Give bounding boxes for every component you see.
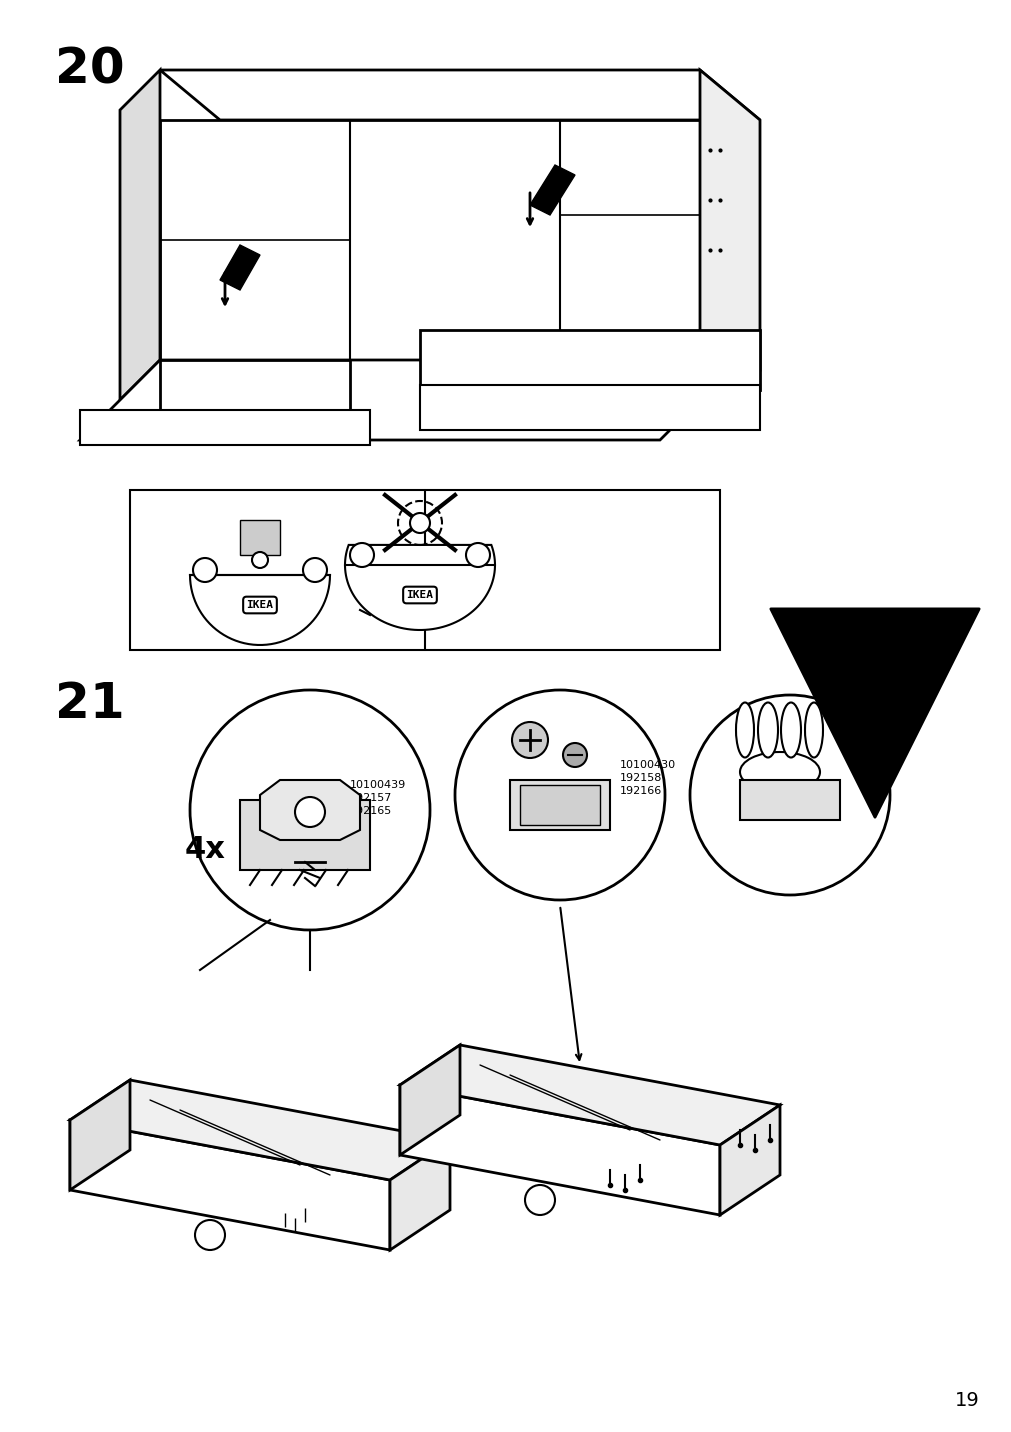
Circle shape bbox=[512, 722, 548, 758]
Polygon shape bbox=[219, 245, 260, 291]
Circle shape bbox=[465, 543, 489, 567]
Text: 10100430
192158
192166: 10100430 192158 192166 bbox=[620, 760, 675, 796]
Polygon shape bbox=[260, 780, 360, 841]
Circle shape bbox=[302, 558, 327, 581]
Bar bbox=[520, 785, 600, 825]
Text: 4x: 4x bbox=[185, 835, 225, 863]
Polygon shape bbox=[160, 70, 759, 120]
Polygon shape bbox=[190, 576, 330, 644]
Polygon shape bbox=[399, 1045, 460, 1156]
Ellipse shape bbox=[804, 703, 822, 758]
Circle shape bbox=[193, 558, 216, 581]
Polygon shape bbox=[160, 120, 700, 359]
Bar bbox=[129, 490, 719, 650]
Ellipse shape bbox=[739, 752, 819, 792]
Polygon shape bbox=[399, 1085, 719, 1214]
Polygon shape bbox=[700, 70, 759, 369]
Bar bbox=[240, 800, 370, 871]
Polygon shape bbox=[80, 410, 370, 445]
Bar bbox=[510, 780, 610, 831]
Polygon shape bbox=[120, 70, 160, 400]
Ellipse shape bbox=[757, 703, 777, 758]
Ellipse shape bbox=[780, 703, 801, 758]
Polygon shape bbox=[399, 1045, 779, 1146]
Text: 20: 20 bbox=[55, 44, 124, 93]
Circle shape bbox=[690, 695, 889, 895]
Text: 10100439
192157
192165: 10100439 192157 192165 bbox=[350, 780, 405, 816]
Polygon shape bbox=[70, 1080, 129, 1190]
Circle shape bbox=[295, 798, 325, 828]
Circle shape bbox=[409, 513, 430, 533]
Circle shape bbox=[350, 543, 374, 567]
Ellipse shape bbox=[735, 703, 753, 758]
Circle shape bbox=[455, 690, 664, 899]
Circle shape bbox=[562, 743, 586, 768]
Circle shape bbox=[190, 690, 430, 929]
Polygon shape bbox=[70, 1080, 450, 1180]
Polygon shape bbox=[160, 359, 350, 420]
Bar bbox=[739, 780, 839, 821]
Text: IKEA: IKEA bbox=[247, 600, 273, 610]
Polygon shape bbox=[389, 1140, 450, 1250]
Circle shape bbox=[252, 551, 268, 569]
Text: 19: 19 bbox=[954, 1390, 979, 1411]
Bar bbox=[240, 520, 280, 556]
Text: 21: 21 bbox=[55, 680, 124, 727]
Polygon shape bbox=[420, 329, 759, 390]
Polygon shape bbox=[70, 1120, 389, 1250]
Text: IKEA: IKEA bbox=[406, 590, 433, 600]
Polygon shape bbox=[345, 546, 494, 630]
Polygon shape bbox=[420, 385, 759, 430]
Polygon shape bbox=[719, 1106, 779, 1214]
Polygon shape bbox=[530, 165, 574, 215]
Polygon shape bbox=[80, 359, 700, 440]
